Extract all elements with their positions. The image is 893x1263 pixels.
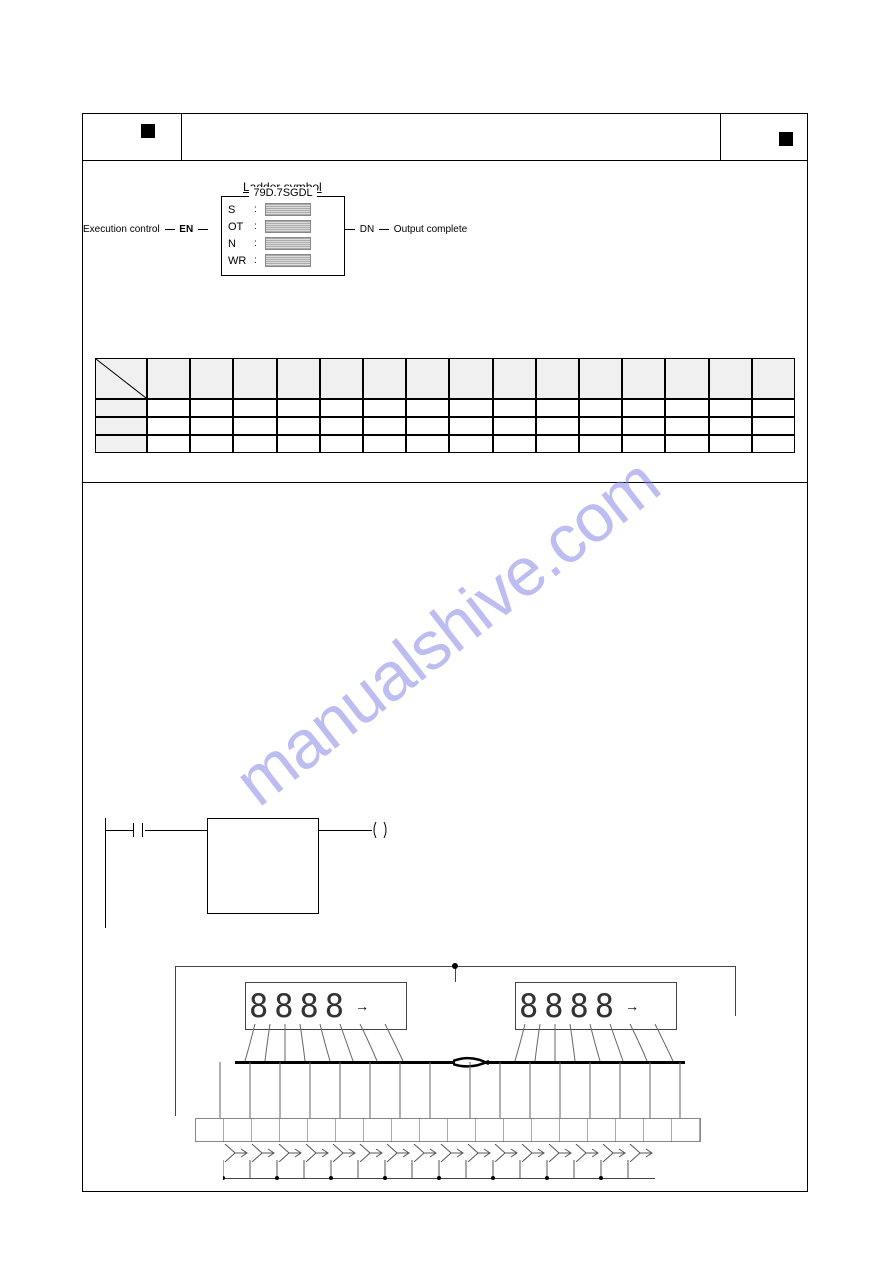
table-cell — [147, 358, 190, 399]
digit-group-2: 8888 → — [515, 982, 677, 1030]
param-wr: WR: — [228, 254, 338, 267]
table-cell — [709, 358, 752, 399]
ladder-block: 79D.7SGDL S: OT: N: WR: — [221, 196, 345, 276]
terminal-strip-top — [195, 1118, 701, 1142]
table-header-row — [95, 358, 795, 399]
exec-control-label: Execution control EN — [83, 224, 210, 235]
table-row — [95, 417, 795, 435]
table-cell — [622, 358, 665, 399]
param-field — [265, 203, 311, 216]
right-marker — [779, 132, 793, 146]
table-cell — [320, 358, 363, 399]
table-cell — [190, 358, 233, 399]
table-cell — [95, 399, 147, 417]
table-row — [95, 399, 795, 417]
arrow-right-icon: → — [625, 998, 639, 1014]
table-cell — [95, 417, 147, 435]
header-cell-mid — [182, 114, 721, 160]
header-cell-right — [721, 114, 807, 160]
table-cell — [579, 358, 622, 399]
coil-icon — [372, 822, 388, 838]
table-corner — [95, 358, 147, 399]
ladder-symbol-area: Ladder symbol Execution control EN DN Ou… — [213, 180, 593, 276]
table-cell — [233, 358, 276, 399]
table-cell — [449, 358, 492, 399]
display-wiring-diagram: 8888 → 8888 → — [155, 966, 735, 1246]
table-cell — [493, 358, 536, 399]
table-cell — [363, 358, 406, 399]
page-frame: Ladder symbol Execution control EN DN Ou… — [82, 113, 808, 1192]
segment-wires — [235, 1024, 675, 1066]
left-marker — [141, 124, 155, 138]
table-cell — [665, 358, 708, 399]
header-cell-left — [83, 114, 182, 160]
function-block — [207, 818, 319, 914]
operand-table — [95, 358, 795, 470]
top-section: Ladder symbol Execution control EN DN Ou… — [83, 114, 807, 483]
param-field — [265, 254, 311, 267]
table-cell — [406, 358, 449, 399]
ladder-example — [105, 818, 405, 938]
param-field — [265, 220, 311, 233]
param-ot: OT: — [228, 220, 338, 233]
table-row — [95, 435, 795, 453]
header-row — [83, 114, 807, 161]
digit-group-1: 8888 → — [245, 982, 407, 1030]
table-cell — [752, 358, 795, 399]
table-cell — [95, 435, 147, 453]
param-s: S: — [228, 203, 338, 216]
contact-icon — [133, 823, 143, 837]
table-cell — [277, 358, 320, 399]
param-field — [265, 237, 311, 250]
table-cell — [536, 358, 579, 399]
drop-wires — [210, 1062, 690, 1120]
param-n: N: — [228, 237, 338, 250]
output-complete-label: DN Output complete — [343, 224, 467, 235]
arrow-right-icon: → — [355, 998, 369, 1014]
